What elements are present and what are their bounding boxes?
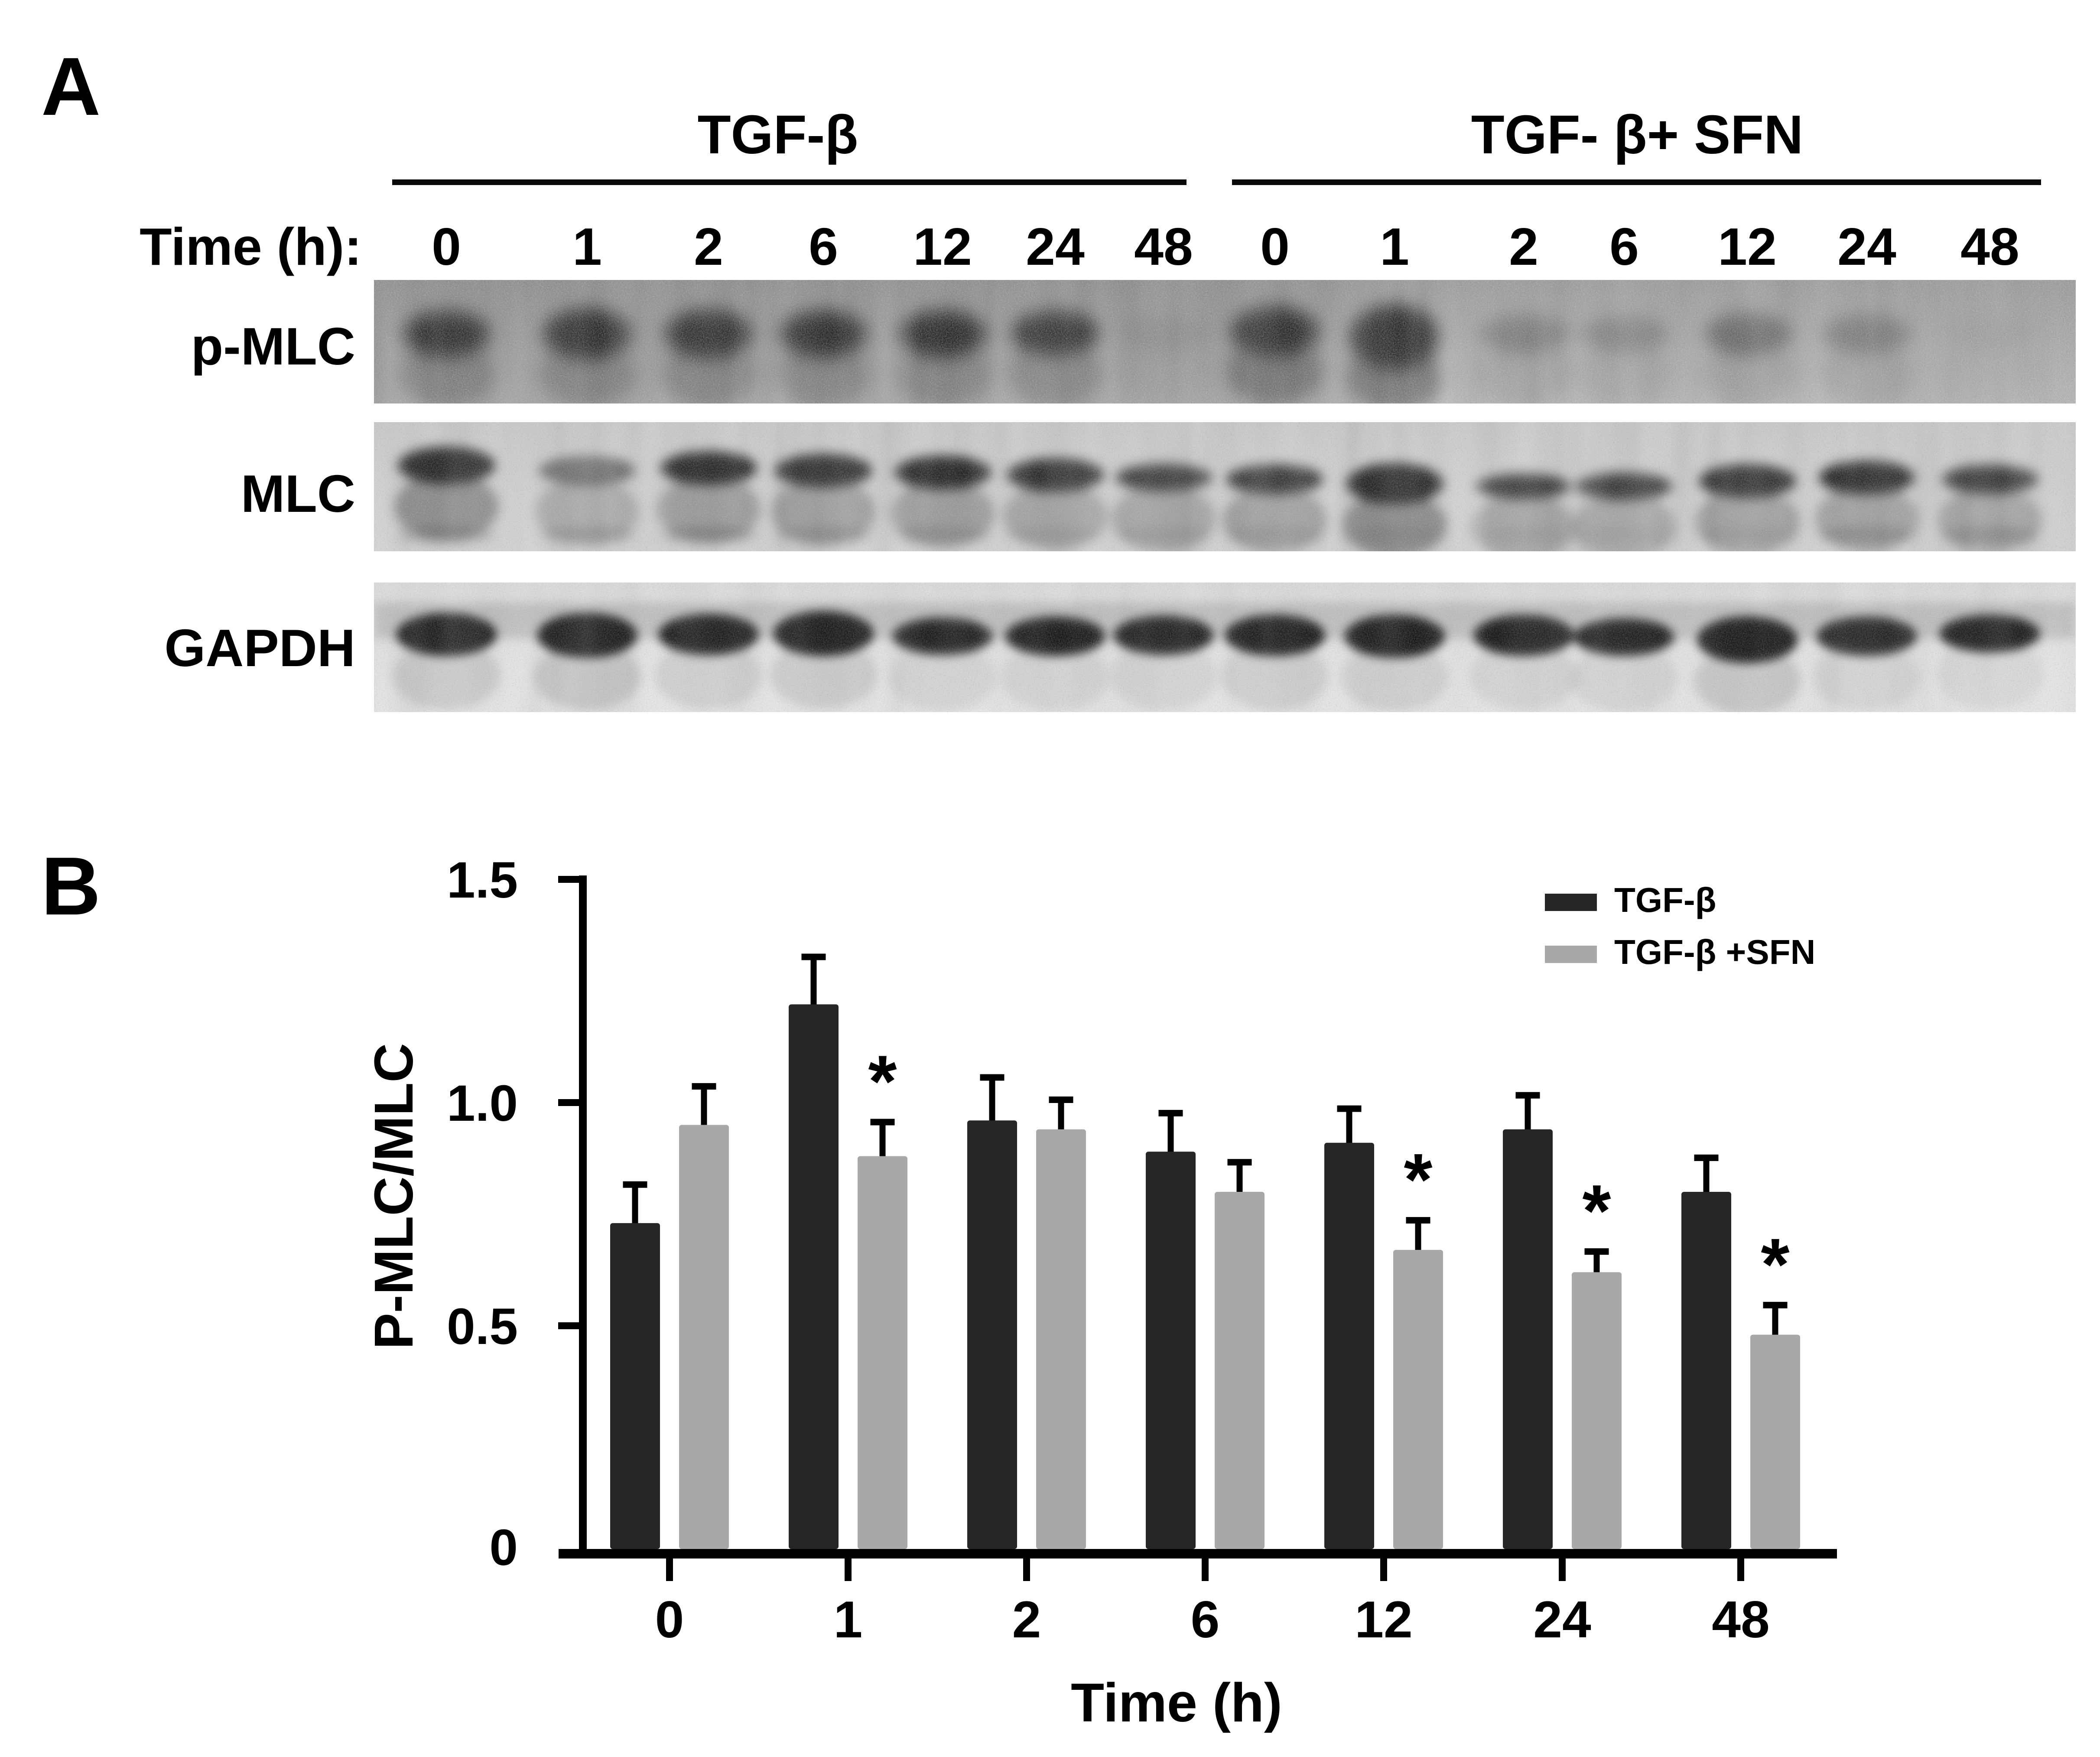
blot-row-label-gapdh: GAPDH	[164, 618, 355, 677]
bar-tgfb-sfn-2	[1036, 1129, 1086, 1549]
blot-row-label-pmlc: p-MLC	[191, 317, 355, 376]
error-bar-cap	[1515, 1092, 1540, 1099]
bar-tgfb-0	[610, 1223, 660, 1549]
bar-tgfb-sfn-24	[1572, 1272, 1622, 1549]
x-tick	[845, 1559, 852, 1581]
x-tick-label: 6	[1191, 1591, 1220, 1649]
y-tick-label: 1.5	[447, 852, 518, 909]
error-bar-cap	[1049, 1096, 1073, 1103]
legend-swatch-tgfb-sfn	[1545, 946, 1597, 963]
bar-tgfb-2	[967, 1120, 1017, 1549]
significance-asterisk-12: *	[1404, 1139, 1432, 1221]
y-axis-title: P-MLC/MLC	[363, 1043, 424, 1350]
lane-time-label-tgfb-48: 48	[1134, 217, 1193, 276]
lane-time-label-sfn-0: 0	[1260, 217, 1290, 276]
bar-tgfb-sfn-1	[858, 1156, 907, 1549]
x-axis-title: Time (h)	[1071, 1672, 1282, 1733]
error-bar-cap	[692, 1083, 716, 1090]
error-bar-cap	[980, 1074, 1004, 1081]
lane-time-label-tgfb-1: 1	[572, 217, 602, 276]
blot-strip-image-1	[374, 422, 2076, 561]
error-bar-cap	[1337, 1105, 1362, 1112]
panel-b-label: B	[41, 840, 101, 932]
error-bar-cap	[1406, 1217, 1430, 1224]
blot-streaks	[374, 280, 2076, 403]
bar-tgfb-48	[1681, 1192, 1731, 1549]
lane-time-label-tgfb-6: 6	[809, 217, 838, 276]
blot-strip-mlc	[374, 422, 2076, 561]
blot-strip-image-0	[374, 280, 2076, 412]
x-tick	[1023, 1559, 1030, 1581]
x-tick-label: 0	[655, 1591, 684, 1649]
x-tick	[1202, 1559, 1209, 1581]
blot-streaks	[374, 422, 2076, 551]
bar-tgfb-sfn-12	[1393, 1249, 1443, 1549]
x-tick	[1380, 1559, 1387, 1581]
y-tick-label: 0.5	[447, 1298, 518, 1355]
lane-time-label-tgfb-24: 24	[1026, 217, 1085, 276]
y-tick	[558, 1099, 580, 1106]
group-underline-tgfb-sfn	[1232, 179, 2041, 185]
significance-asterisk-1: *	[868, 1041, 897, 1123]
legend-label-tgfb-sfn: TGF-β +SFN	[1614, 933, 1815, 971]
x-tick-label: 1	[834, 1591, 863, 1649]
error-bar-stem	[810, 960, 817, 1018]
blot-streaks	[374, 582, 2076, 712]
significance-asterisk-24: *	[1582, 1170, 1611, 1252]
blot-strip-gapdh	[374, 582, 2076, 715]
lane-time-label-sfn-1: 1	[1380, 217, 1409, 276]
bar-tgfb-12	[1324, 1142, 1374, 1549]
lane-time-label-tgfb-12: 12	[913, 217, 972, 276]
error-bar-cap	[1694, 1154, 1719, 1161]
lane-time-labels: 0 1 2 6 12 24 48 0 1 2 6 12 24 48	[0, 220, 2100, 277]
lane-time-label-sfn-6: 6	[1609, 217, 1639, 276]
error-bar-cap	[1158, 1110, 1183, 1116]
error-bar-cap	[623, 1181, 647, 1188]
legend-label-tgfb: TGF-β	[1614, 881, 1716, 919]
significance-asterisk-48: *	[1761, 1223, 1789, 1306]
x-tick-label: 12	[1355, 1591, 1412, 1649]
y-tick-label: 1.0	[447, 1075, 518, 1132]
bar-tgfb-sfn-6	[1215, 1192, 1265, 1549]
x-tick-label: 48	[1712, 1591, 1769, 1649]
x-tick-label: 2	[1012, 1591, 1041, 1649]
bar-tgfb-24	[1503, 1129, 1553, 1549]
error-bar-cap	[1763, 1301, 1788, 1308]
panel-a-label: A	[41, 41, 101, 133]
bar-tgfb-1	[789, 1004, 839, 1549]
lane-time-label-sfn-24: 24	[1837, 217, 1896, 276]
lane-time-label-sfn-48: 48	[1960, 217, 2019, 276]
group-underline-tgfb	[392, 179, 1187, 185]
group-header-tgfb-sfn: TGF- β+ SFN	[1471, 104, 1804, 165]
bar-chart: 0 0.5 1.0 1.5 P-MLC/MLC 0 1 * 2 6 12 * 24 * 48 * Time (h…	[363, 852, 1837, 1733]
blot-strip-image-2	[374, 582, 2076, 715]
blot-row-label-mlc: MLC	[241, 464, 355, 523]
x-tick	[666, 1559, 673, 1581]
y-tick-label: 0	[489, 1519, 518, 1576]
error-bar-cap	[1584, 1248, 1609, 1255]
bar-tgfb-6	[1146, 1152, 1196, 1549]
y-tick	[558, 876, 580, 883]
x-tick-label: 24	[1533, 1591, 1591, 1649]
lane-time-label-tgfb-2: 2	[694, 217, 723, 276]
group-header-tgfb: TGF-β	[697, 104, 858, 165]
time-row-label: Time (h):	[140, 217, 362, 276]
blot-strip-pmlc	[374, 280, 2076, 412]
lane-time-label-tgfb-0: 0	[432, 217, 461, 276]
x-axis-line	[559, 1549, 1837, 1559]
x-tick	[1737, 1559, 1744, 1581]
bar-tgfb-sfn-48	[1750, 1334, 1800, 1549]
error-bar-cap	[1227, 1159, 1252, 1166]
lane-time-label-sfn-12: 12	[1718, 217, 1777, 276]
y-axis-line	[579, 875, 587, 1557]
y-tick	[558, 1322, 580, 1329]
bar-tgfb-sfn-0	[679, 1125, 729, 1549]
error-bar-cap	[801, 953, 826, 960]
error-bar-stem	[989, 1080, 995, 1134]
error-bar-cap	[870, 1119, 895, 1126]
lane-time-label-sfn-2: 2	[1509, 217, 1538, 276]
legend-swatch-tgfb	[1545, 894, 1597, 911]
x-tick	[1559, 1559, 1566, 1581]
